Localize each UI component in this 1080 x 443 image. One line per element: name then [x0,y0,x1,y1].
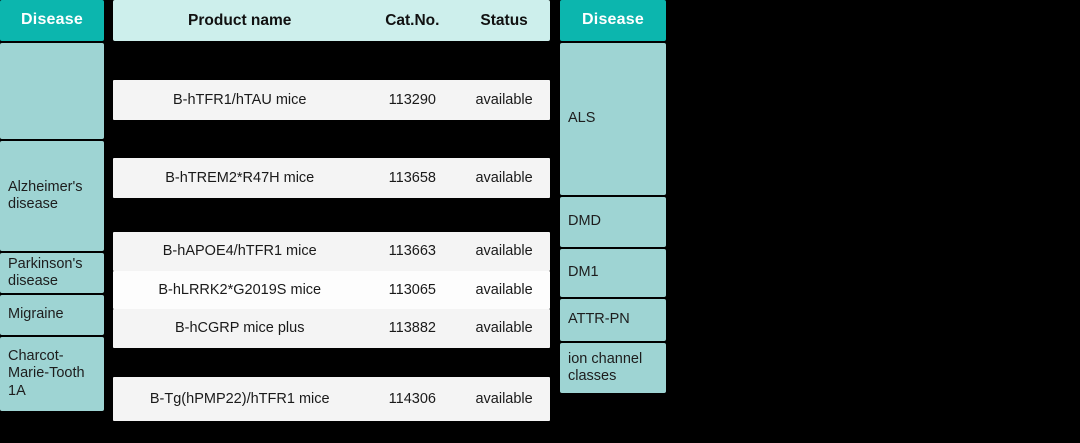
left-disease-cell-blank [0,43,104,139]
left-header-product-name: Product name [188,11,292,29]
left-row-6-status: available [475,281,533,298]
left-redaction-bar-2 [113,120,550,158]
right-product-table: Disease ALS DMD DM1 ATTR-PN ion channel … [560,0,1080,409]
left-disease-cell-alzheimers: Alzheimer's disease [0,141,104,251]
right-disease-cell-ion-channel: ion channel classes [560,343,666,393]
left-disease-cell-migraine: Migraine [0,295,104,335]
table-row: B-hTFR1/hTAU mice 113290 available [113,80,550,120]
left-row-5-product-name: B-hAPOE4/hTFR1 mice [162,243,317,260]
left-product-table: Disease Alzheimer's disease Parkinson's … [0,0,550,421]
left-row-1-cat-no: 113290 [388,91,436,108]
left-row-3-product-name: B-hTREM2*R47H mice [165,169,315,186]
left-header-cat-no: Cat.No. [385,11,440,29]
left-row-6-product-name: B-hLRRK2*G2019S mice [158,281,322,298]
table-row: B-hAPOE4/hTFR1 mice 113663 available [113,232,550,271]
left-row-9-cat-no: 114306 [388,390,436,407]
left-disease-column: Disease Alzheimer's disease Parkinson's … [0,0,104,413]
left-row-1-product-name: B-hTFR1/hTAU mice [172,91,307,108]
left-row-7-cat-no: 113882 [388,320,436,337]
table-row: B-Tg(hPMP22)/hTFR1 mice 114306 available [113,377,550,421]
right-disease-header: Disease [560,0,666,41]
slide-canvas: Disease Alzheimer's disease Parkinson's … [0,0,1080,421]
left-disease-cell-parkinsons: Parkinson's disease [0,253,104,293]
right-disease-column: Disease ALS DMD DM1 ATTR-PN ion channel … [560,0,666,395]
left-row-5-cat-no: 113663 [388,243,436,260]
left-disease-cell-cmt1a: Charcot-Marie-Tooth 1A [0,337,104,411]
left-disease-header: Disease [0,0,104,41]
table-row: B-hCGRP mice plus 113882 available [113,309,550,348]
left-row-9-status: available [475,390,533,407]
left-row-6-cat-no: 113065 [388,281,436,298]
left-redaction-bar-3 [113,198,550,232]
right-disease-cell-dmd: DMD [560,197,666,247]
left-row-7-product-name: B-hCGRP mice plus [174,320,305,337]
left-header-status: Status [480,11,528,29]
right-disease-cell-als: ALS [560,43,666,195]
left-redaction-bar-4 [113,348,550,377]
left-row-3-cat-no: 113658 [388,169,436,186]
right-disease-cell-attr-pn: ATTR-PN [560,299,666,341]
left-row-5-status: available [475,243,533,260]
right-disease-cell-dm1: DM1 [560,249,666,297]
left-row-3-status: available [475,169,533,186]
left-body-columns: Product name Cat.No. Status B-hTFR1/hTAU… [113,0,550,421]
left-header-row: Product name Cat.No. Status [113,0,550,41]
table-row: B-hTREM2*R47H mice 113658 available [113,158,550,198]
table-row: B-hLRRK2*G2019S mice 113065 available [113,271,550,309]
left-row-7-status: available [475,320,533,337]
left-redaction-bar-1 [113,41,550,80]
left-row-1-status: available [475,91,533,108]
left-row-9-product-name: B-Tg(hPMP22)/hTFR1 mice [149,390,330,407]
